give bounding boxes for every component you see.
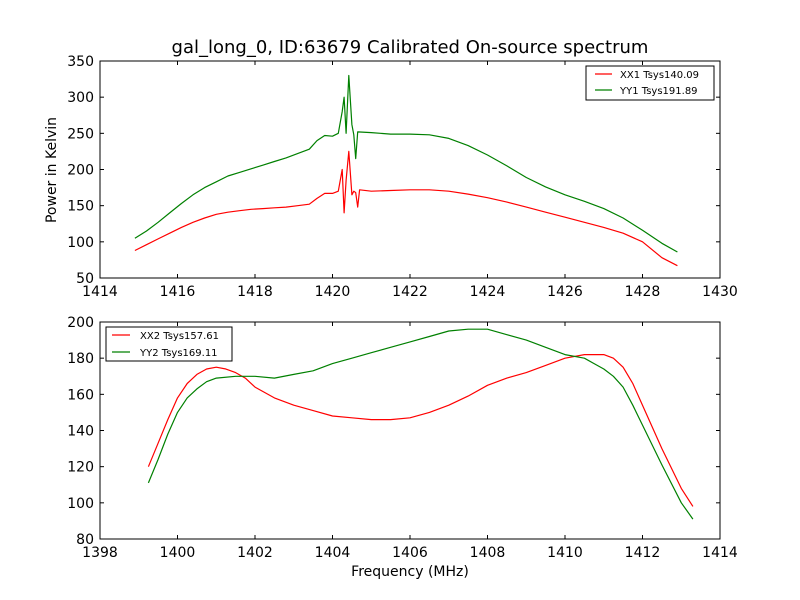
top-xtick-label: 1428 [625, 284, 661, 300]
bottom-xtick-label: 1412 [625, 545, 661, 561]
bottom-xtick-label: 1400 [160, 545, 196, 561]
top-axes: 1414 1416 1418 1420 1422 1424 1426 1428 1430 50 10… [44, 54, 738, 300]
bottom-xtick-label: 1408 [470, 545, 506, 561]
top-xtick-label: 1424 [470, 284, 506, 300]
bottom-series-line-1 [147, 328, 694, 520]
legend-label-yy1: YY1 Tsys191.89 [619, 86, 698, 97]
top-xtick-label: 1422 [392, 284, 428, 300]
bottom-ticks: 1398 1400 1402 1404 1406 1408 1410 1412 1414 80 10… [67, 315, 738, 561]
top-xtick-label: 1416 [160, 284, 196, 300]
bottom-ytick-label: 160 [67, 387, 94, 403]
top-ytick-label: 100 [67, 235, 94, 251]
bottom-xtick-label: 1414 [702, 545, 738, 561]
bottom-lines [147, 328, 694, 520]
bottom-xtick-label: 1398 [82, 545, 118, 561]
bottom-axes: 1398 1400 1402 1404 1406 1408 1410 1412 1414 80 10… [67, 315, 738, 561]
bottom-ytick-label: 100 [67, 496, 94, 512]
top-ytick-label: 150 [67, 199, 94, 215]
top-ytick-label: 300 [67, 90, 94, 106]
top-xtick-label: 1426 [547, 284, 583, 300]
bottom-legend: XX2 Tsys157.61 YY2 Tsys169.11 [105, 326, 233, 362]
top-xtick-label: 1420 [315, 284, 351, 300]
bottom-series-line-0 [147, 354, 694, 507]
bottom-ytick-label: 200 [67, 315, 94, 331]
figure-title: gal_long_0, ID:63679 Calibrated On-sourc… [172, 37, 649, 58]
bottom-xtick-label: 1406 [392, 545, 428, 561]
top-xtick-label: 1418 [237, 284, 273, 300]
bottom-ytick-label: 120 [67, 460, 94, 476]
legend-label-xx2: XX2 Tsys157.61 [140, 331, 219, 342]
bottom-ytick-label: 180 [67, 351, 94, 367]
bottom-xtick-label: 1410 [547, 545, 583, 561]
figure-xlabel: Frequency (MHz) [351, 564, 469, 580]
top-ytick-label: 250 [67, 126, 94, 142]
top-series-line-0 [134, 150, 678, 267]
top-xtick-label: 1414 [82, 284, 118, 300]
top-series-line-1 [134, 74, 678, 253]
top-ylabel: Power in Kelvin [44, 117, 60, 223]
top-ytick-label: 200 [67, 163, 94, 179]
bottom-legend-box [105, 326, 233, 362]
top-xtick-label: 1430 [702, 284, 738, 300]
legend-label-yy2: YY2 Tsys169.11 [139, 348, 218, 359]
top-legend-box [585, 65, 715, 101]
legend-label-xx1: XX1 Tsys140.09 [620, 70, 699, 81]
bottom-xtick-label: 1402 [237, 545, 273, 561]
top-ticks: 1414 1416 1418 1420 1422 1424 1426 1428 1430 50 10… [67, 54, 738, 300]
bottom-ytick-label: 80 [76, 532, 94, 548]
bottom-ytick-label: 140 [67, 424, 94, 440]
top-ytick-label: 50 [76, 271, 94, 287]
bottom-xtick-label: 1404 [315, 545, 351, 561]
top-ytick-label: 350 [67, 54, 94, 70]
top-legend: XX1 Tsys140.09 YY1 Tsys191.89 [585, 65, 715, 101]
top-lines [134, 74, 678, 267]
